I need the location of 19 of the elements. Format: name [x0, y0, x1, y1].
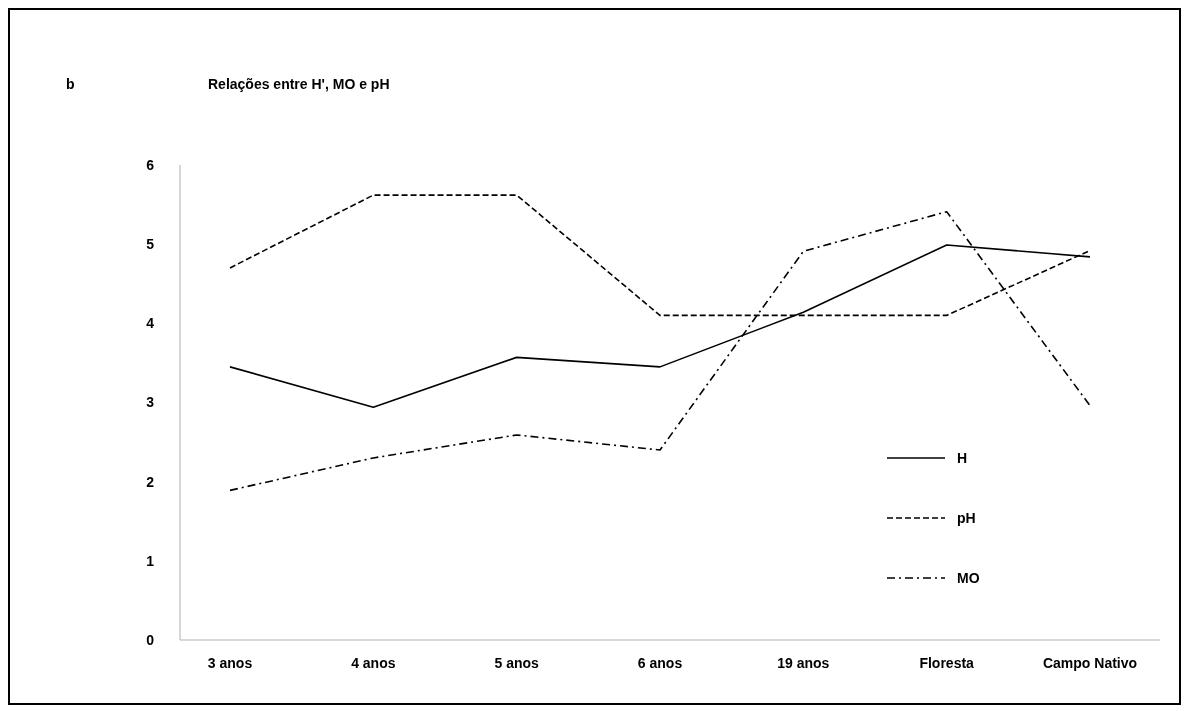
x-tick-label: 3 anos	[207, 654, 253, 671]
y-tick-label: 3	[146, 394, 155, 411]
y-tick-label: 6	[146, 156, 155, 173]
y-tick-label: 0	[146, 631, 155, 648]
x-tick-label: 19 anos	[777, 654, 830, 671]
text: b	[66, 76, 75, 92]
legend-label: H	[957, 450, 968, 466]
x-tick-label: 5 anos	[494, 654, 540, 671]
x-tick-label: Campo Nativo	[1042, 654, 1138, 671]
x-tick-label: 4 anos	[351, 654, 396, 671]
legend-label: MO	[957, 570, 980, 586]
x-tick-label: 6 anos	[637, 654, 683, 671]
y-tick-label: 5	[146, 236, 155, 253]
x-tick-label: Floresta	[919, 654, 975, 671]
y-tick-label: 2	[146, 473, 155, 490]
chart-title: Relações entre H', MO e pH	[208, 76, 390, 92]
legend-label: pH	[957, 510, 976, 526]
y-tick-label: 1	[146, 552, 155, 569]
y-tick-label: 4	[146, 315, 155, 332]
